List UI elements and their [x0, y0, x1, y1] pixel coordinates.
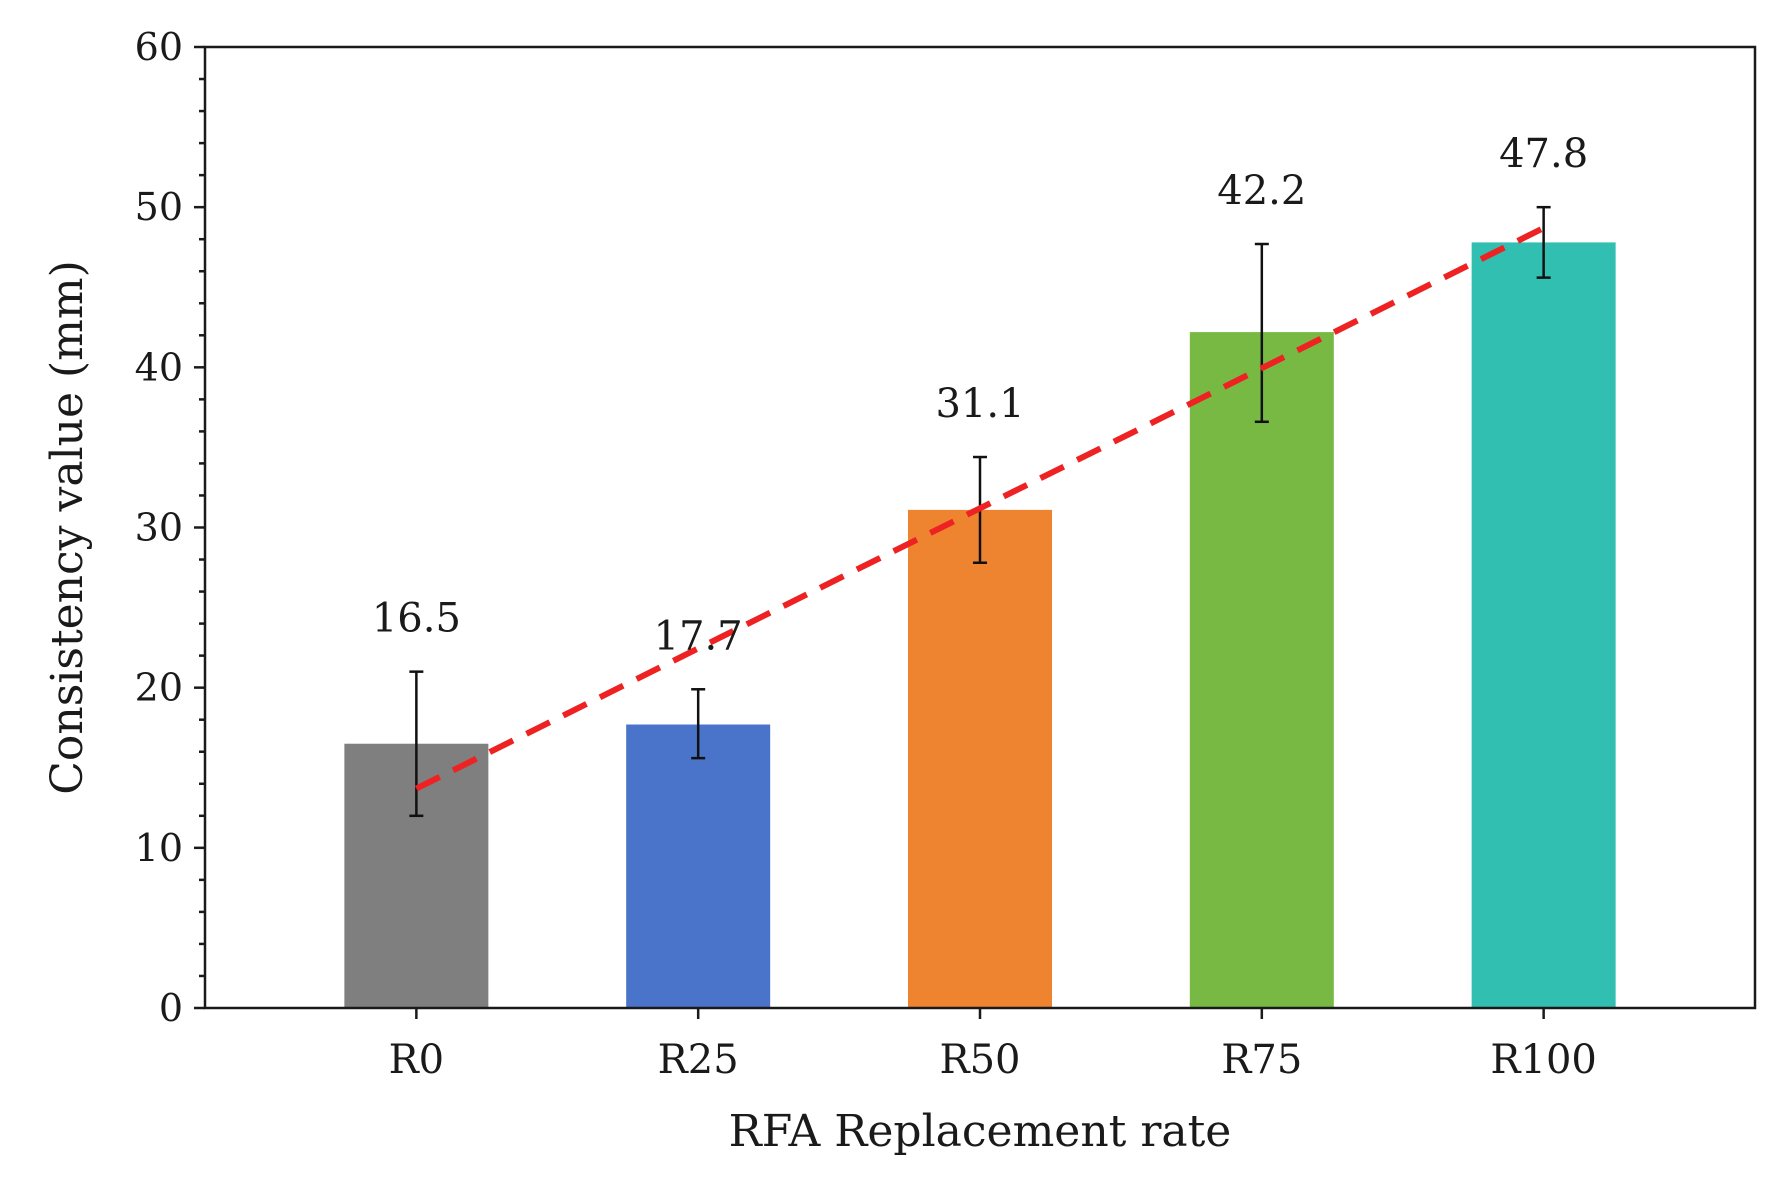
trend-line [415, 225, 1545, 792]
y-tick-label: 40 [135, 345, 183, 389]
x-tick-label-r0: R0 [389, 1037, 445, 1083]
error-bar-r0 [409, 670, 424, 818]
y-tick-label: 30 [135, 506, 183, 550]
bar-r100 [1471, 242, 1616, 1009]
trend-line-layer [415, 225, 1545, 792]
y-axis: 0 10 20 30 40 50 60 [135, 25, 205, 1030]
data-label-r25: 17.7 [654, 613, 743, 659]
data-label-r0: 16.5 [372, 596, 461, 642]
data-label-r50: 31.1 [935, 381, 1024, 427]
y-tick-label: 10 [135, 826, 183, 870]
data-label-r100: 47.8 [1499, 131, 1588, 177]
bars-layer [344, 242, 1616, 1009]
bar-r75 [1189, 332, 1334, 1008]
x-axis-title: RFA Replacement rate [729, 1106, 1232, 1157]
data-label-r75: 42.2 [1217, 168, 1306, 214]
x-tick-label-r100: R100 [1490, 1037, 1596, 1083]
error-bar-r100 [1536, 205, 1551, 279]
y-tick-label: 0 [159, 986, 183, 1030]
error-bar-r75 [1254, 242, 1269, 424]
x-tick-label-r75: R75 [1221, 1037, 1302, 1083]
x-tick-label-r50: R50 [939, 1037, 1020, 1083]
error-bar-r25 [691, 688, 706, 760]
bar-r25 [626, 724, 771, 1008]
y-tick-label: 50 [135, 185, 183, 229]
error-bars-layer [409, 205, 1551, 818]
x-axis: R0 R25 R50 R75 R100 [389, 1008, 1597, 1083]
y-tick-label: 20 [135, 666, 183, 710]
value-labels: 16.5 17.7 31.1 42.2 47.8 [372, 131, 1588, 659]
bar-r50 [908, 509, 1052, 1008]
y-axis-title: Consistency value (mm) [42, 260, 93, 795]
x-tick-label-r25: R25 [658, 1037, 739, 1083]
y-tick-label: 60 [135, 25, 183, 69]
